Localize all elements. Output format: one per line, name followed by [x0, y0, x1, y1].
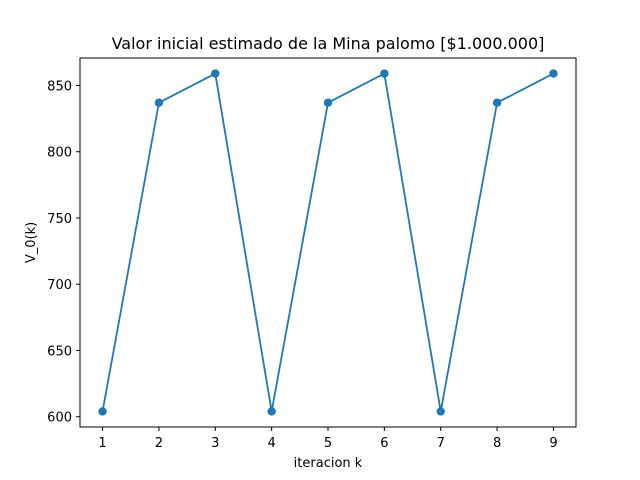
y-tick-label: 750: [47, 212, 72, 227]
x-tick-label: 7: [437, 436, 445, 451]
y-axis: 600 650 700 750 800 850: [47, 79, 80, 426]
x-axis: 1 2 3 4 5 6 7 8 9: [98, 427, 558, 451]
data-point: [98, 407, 107, 416]
x-tick-label: 2: [155, 436, 163, 451]
x-tick-label: 8: [493, 436, 501, 451]
x-tick-label: 6: [380, 436, 388, 451]
y-tick-label: 650: [47, 344, 72, 359]
data-point: [211, 69, 220, 78]
series-line: [101, 72, 554, 413]
x-tick-label: 4: [267, 436, 275, 451]
y-axis-label: V_0(k): [24, 222, 39, 263]
y-tick-label: 600: [47, 411, 72, 426]
x-tick-label: 5: [324, 436, 332, 451]
x-tick-label: 9: [549, 436, 557, 451]
x-tick-label: 3: [211, 436, 219, 451]
y-tick-label: 800: [47, 146, 72, 161]
chart-title: Valor inicial estimado de la Mina palomo…: [112, 34, 545, 53]
data-point: [267, 407, 276, 416]
data-point: [549, 69, 558, 78]
data-point: [154, 98, 164, 107]
data-point: [380, 69, 389, 78]
x-axis-label: iteracion k: [294, 456, 363, 471]
data-point: [436, 407, 445, 416]
y-tick-label: 850: [47, 79, 72, 94]
plot-frame: [79, 57, 577, 428]
y-tick-label: 700: [47, 278, 72, 293]
data-point: [492, 98, 502, 107]
x-tick-label: 1: [98, 436, 106, 451]
data-point: [323, 98, 333, 107]
plot-series: [98, 69, 558, 416]
